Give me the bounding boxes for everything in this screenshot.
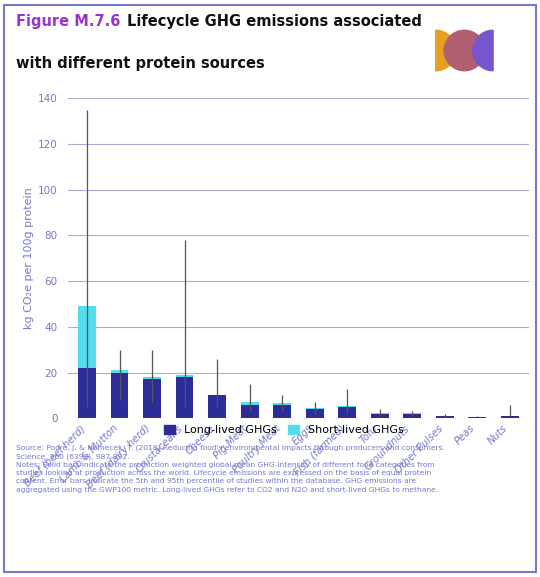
Bar [78,368,96,418]
Bar [241,404,259,418]
Bar [273,404,291,418]
Wedge shape [473,30,493,71]
Bar [176,375,193,377]
Bar [436,416,454,418]
Bar [273,403,291,404]
Bar [468,417,486,418]
Bar [306,409,323,418]
Circle shape [444,30,485,71]
Text: Source: Poore, J. & Nemecek, T. (2018) Reducing food's environmental impacts thr: Source: Poore, J. & Nemecek, T. (2018) R… [16,444,445,493]
Legend: Long-lived GHGs, Short-lived GHGs: Long-lived GHGs, Short-lived GHGs [159,420,408,440]
Bar [501,416,518,418]
Bar [176,377,193,418]
Bar [338,407,356,418]
Bar [111,373,129,418]
Text: with different protein sources: with different protein sources [16,56,265,70]
Bar [143,377,161,380]
Bar [403,413,421,414]
Bar [78,306,96,368]
Bar [403,414,421,418]
Bar [111,370,129,373]
Bar [143,380,161,418]
Wedge shape [436,30,456,71]
Bar [370,414,389,418]
Text: Figure M.7.6: Figure M.7.6 [16,14,126,29]
Bar [208,395,226,418]
Bar [338,406,356,407]
Bar [241,402,259,404]
Text: Lifecycle GHG emissions associated: Lifecycle GHG emissions associated [127,14,422,29]
Y-axis label: kg CO₂e per 100g protein: kg CO₂e per 100g protein [24,188,34,329]
Bar [306,408,323,409]
